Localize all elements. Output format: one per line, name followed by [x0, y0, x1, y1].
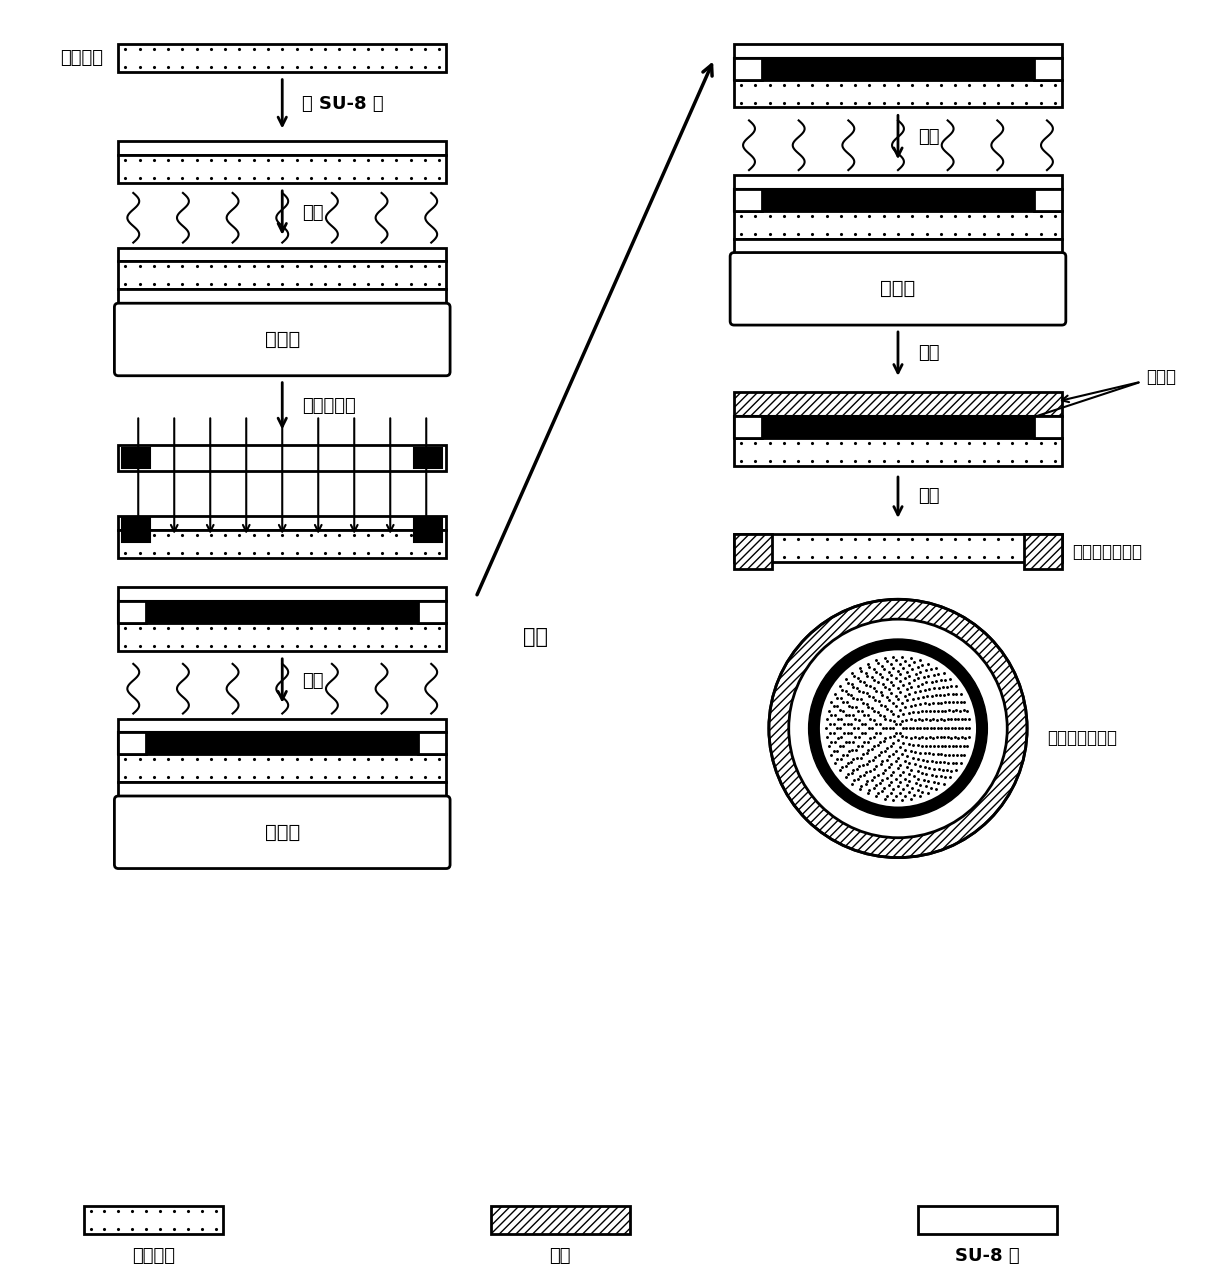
- Bar: [119, 261, 446, 290]
- Text: SU-8 胶: SU-8 胶: [955, 1247, 1020, 1265]
- Bar: [734, 58, 762, 80]
- Bar: [1024, 534, 1061, 569]
- Bar: [119, 290, 446, 304]
- Text: 前烘: 前烘: [302, 203, 324, 221]
- Bar: [734, 189, 762, 211]
- Text: 硬烘: 硬烘: [918, 129, 939, 147]
- FancyBboxPatch shape: [114, 304, 450, 376]
- Bar: [119, 732, 147, 754]
- Bar: [734, 391, 1061, 417]
- Bar: [123, 517, 150, 542]
- Text: 电极集成截面图: 电极集成截面图: [1072, 543, 1141, 561]
- Circle shape: [809, 640, 987, 817]
- Bar: [734, 189, 1061, 211]
- Bar: [119, 445, 446, 471]
- Text: 镀膜: 镀膜: [918, 344, 939, 362]
- Circle shape: [788, 619, 1007, 838]
- Bar: [119, 142, 446, 156]
- Bar: [415, 517, 442, 542]
- Bar: [119, 587, 446, 601]
- Bar: [734, 238, 1061, 252]
- Bar: [734, 417, 762, 439]
- Bar: [734, 534, 771, 569]
- Bar: [918, 1206, 1057, 1234]
- Bar: [734, 534, 1061, 561]
- Bar: [734, 175, 1061, 189]
- Bar: [734, 439, 1061, 466]
- Text: 加热板: 加热板: [881, 279, 916, 299]
- Bar: [119, 516, 446, 530]
- Text: 剥离: 剥离: [918, 486, 939, 505]
- Bar: [119, 601, 147, 623]
- Bar: [418, 732, 446, 754]
- Bar: [734, 417, 1061, 439]
- Bar: [119, 156, 446, 183]
- Bar: [119, 247, 446, 261]
- Bar: [1033, 417, 1061, 439]
- Bar: [119, 601, 446, 623]
- Bar: [119, 732, 446, 754]
- Bar: [418, 601, 446, 623]
- Bar: [491, 1206, 630, 1234]
- Bar: [734, 211, 1061, 238]
- Bar: [1033, 189, 1061, 211]
- Bar: [734, 58, 1061, 80]
- Circle shape: [769, 600, 1027, 857]
- Bar: [1033, 58, 1061, 80]
- Bar: [734, 80, 1061, 108]
- Bar: [119, 718, 446, 732]
- Text: 后烘: 后烘: [302, 672, 324, 690]
- Bar: [119, 782, 446, 795]
- Bar: [119, 530, 446, 557]
- FancyBboxPatch shape: [730, 252, 1066, 326]
- Text: 电极集成俯视图: 电极集成俯视图: [1047, 730, 1117, 748]
- Bar: [119, 44, 446, 72]
- Text: 金膜: 金膜: [549, 1247, 571, 1265]
- Bar: [123, 448, 150, 468]
- FancyBboxPatch shape: [114, 795, 450, 869]
- Bar: [119, 754, 446, 782]
- Bar: [84, 1206, 223, 1234]
- Text: 涂 SU-8 胶: 涂 SU-8 胶: [302, 94, 383, 112]
- Bar: [119, 623, 446, 651]
- Text: 支撑玻璃: 支撑玻璃: [132, 1247, 175, 1265]
- Bar: [415, 448, 442, 468]
- Bar: [734, 44, 1061, 58]
- Text: 金薄膜: 金薄膜: [1146, 368, 1177, 386]
- Circle shape: [819, 649, 978, 808]
- Text: 支撑玻璃: 支撑玻璃: [61, 49, 103, 67]
- Text: 对准和曝光: 对准和曝光: [302, 396, 355, 414]
- Text: 显影: 显影: [523, 627, 548, 647]
- Text: 加热板: 加热板: [264, 822, 300, 842]
- Text: 加热板: 加热板: [264, 329, 300, 349]
